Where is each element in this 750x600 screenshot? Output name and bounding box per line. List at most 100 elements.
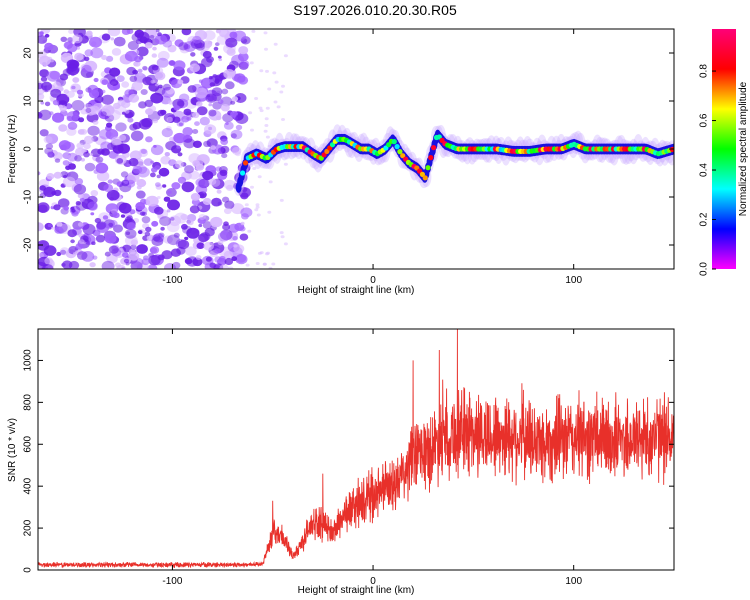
- noise-blob: [68, 29, 74, 34]
- noise-blob: [157, 32, 162, 37]
- noise-blob: [111, 136, 122, 146]
- noise-blob: [117, 143, 130, 154]
- noise-blob: [151, 167, 158, 173]
- noise-blob: [276, 105, 281, 109]
- noise-blob: [221, 88, 229, 95]
- noise-blob: [44, 42, 54, 51]
- noise-blob: [60, 110, 68, 117]
- noise-blob: [89, 153, 93, 156]
- noise-blob: [162, 184, 167, 188]
- noise-blob: [127, 117, 134, 123]
- colorbar-ticks: 0.0 0.2 0.4 0.6 0.8: [699, 64, 716, 276]
- spectrogram-heatmap: [38, 29, 674, 269]
- noise-blob: [143, 158, 153, 166]
- noise-blob: [145, 195, 159, 207]
- noise-blob: [67, 155, 72, 159]
- noise-blob: [186, 116, 192, 121]
- noise-blob: [156, 57, 169, 68]
- ridge-cell: [240, 170, 246, 176]
- noise-blob: [189, 63, 201, 73]
- noise-blob: [77, 129, 85, 135]
- noise-blob: [105, 55, 114, 62]
- noise-blob: [70, 239, 75, 244]
- noise-blob: [224, 257, 234, 266]
- noise-blob: [53, 204, 61, 211]
- noise-blob: [56, 251, 62, 257]
- noise-blob: [161, 127, 173, 138]
- noise-blob: [199, 116, 210, 126]
- noise-blob: [128, 251, 140, 261]
- noise-blob: [271, 262, 276, 266]
- y-tick-label: 20: [23, 47, 34, 59]
- noise-blob: [213, 46, 219, 51]
- noise-blob: [198, 79, 203, 83]
- noise-blob: [241, 187, 248, 193]
- noise-blob: [126, 215, 133, 221]
- noise-blob: [281, 118, 285, 121]
- noise-blob: [159, 216, 172, 227]
- noise-blob: [174, 39, 184, 47]
- noise-blob: [107, 29, 121, 37]
- noise-blob: [209, 82, 216, 87]
- noise-blob: [230, 100, 236, 105]
- noise-blob: [195, 255, 202, 260]
- noise-blob: [38, 93, 45, 100]
- noise-blob: [264, 124, 269, 127]
- noise-blob: [168, 215, 182, 227]
- noise-blob: [54, 158, 61, 163]
- noise-blob: [283, 54, 288, 58]
- noise-blob: [50, 88, 62, 98]
- noise-blob: [154, 71, 166, 81]
- noise-blob: [62, 160, 70, 166]
- noise-blob: [38, 35, 48, 44]
- noise-blob: [38, 204, 48, 213]
- noise-blob: [148, 255, 161, 266]
- noise-blob: [192, 160, 201, 167]
- noise-blob: [68, 260, 80, 269]
- noise-blob: [208, 178, 217, 185]
- x-tick-label: 100: [565, 275, 582, 286]
- noise-blob: [220, 104, 230, 112]
- noise-blob: [83, 151, 90, 158]
- noise-blob: [264, 117, 269, 121]
- noise-blob: [181, 223, 188, 230]
- noise-blob: [241, 213, 249, 220]
- noise-blob: [208, 103, 213, 107]
- noise-blob: [101, 89, 106, 94]
- y-tick-label: -20: [23, 237, 34, 252]
- noise-blob: [44, 257, 54, 265]
- noise-blob: [142, 65, 148, 71]
- noise-blob: [164, 263, 176, 269]
- noise-blob: [267, 144, 272, 148]
- colorbar-label: Normalized spectral amplitude: [738, 81, 749, 216]
- noise-blob: [130, 239, 139, 246]
- noise-blob: [71, 100, 85, 111]
- noise-blob: [172, 84, 176, 88]
- y-tick-label: -10: [23, 189, 34, 204]
- ridge-cell: [422, 175, 428, 181]
- noise-blob: [161, 250, 173, 260]
- noise-blob: [121, 29, 131, 35]
- noise-blob: [74, 155, 82, 162]
- noise-blob: [149, 34, 155, 39]
- noise-blob: [184, 165, 194, 174]
- noise-blob: [158, 232, 165, 238]
- noise-blob: [112, 212, 120, 219]
- noise-blob: [121, 81, 130, 88]
- noise-blob: [47, 151, 53, 156]
- noise-blob: [102, 215, 109, 220]
- noise-blob: [68, 40, 73, 44]
- noise-blob: [77, 193, 84, 199]
- noise-blob: [124, 228, 137, 239]
- noise-blob: [218, 231, 230, 242]
- noise-blob: [100, 148, 110, 156]
- noise-blob: [87, 125, 100, 136]
- noise-blob: [258, 106, 263, 110]
- noise-blob: [177, 176, 187, 184]
- noise-blob: [196, 106, 208, 116]
- noise-blob: [225, 81, 235, 90]
- noise-blob: [131, 81, 143, 91]
- noise-blob: [249, 61, 254, 65]
- noise-blob: [50, 226, 55, 230]
- noise-blob: [205, 256, 212, 262]
